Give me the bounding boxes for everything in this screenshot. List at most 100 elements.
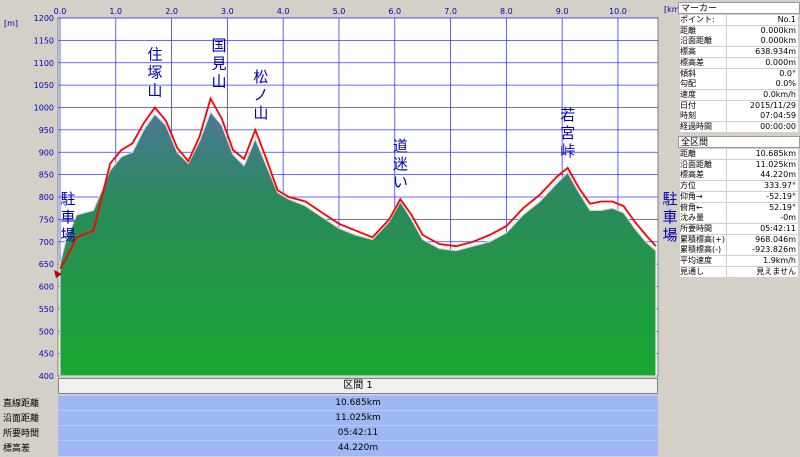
x-tick-label: 4.0 (277, 7, 290, 16)
y-tick-label: 950 (39, 126, 54, 135)
info-key: 累積標高(-) (680, 245, 726, 256)
info-value: 見えません (727, 266, 798, 277)
info-value: 638.934m (727, 47, 798, 58)
info-key: 累積標高(+) (680, 234, 726, 245)
summary-label: 直線距離 (3, 399, 40, 409)
info-key: 標高 (680, 47, 726, 58)
x-tick-label: 10.0 (609, 7, 627, 16)
summary-value: 11.025km (58, 410, 658, 426)
info-row: ポイント: No.1 (678, 15, 800, 25)
y-tick-label: 800 (39, 193, 54, 202)
summary-label: 沿面距離 (3, 414, 40, 424)
y-tick-label: 650 (39, 260, 54, 269)
info-row: 経過時間 00:00:00 (678, 122, 800, 132)
info-value: 0.0° (727, 68, 798, 79)
info-value: 52.19° (727, 202, 798, 213)
info-row: 距離 10.685km (678, 149, 800, 159)
annotation-char: 車 (662, 208, 677, 226)
summary-value: 05:42:11 (58, 425, 658, 441)
peak-annotation: 松ノ山 (253, 68, 268, 122)
peak-annotation: 道迷い (393, 137, 408, 191)
info-row: 所要時間 05:42:11 (678, 223, 800, 234)
y-tick-label: 500 (39, 327, 54, 336)
info-value: No.1 (727, 15, 798, 25)
info-value: -923.826m (727, 245, 798, 256)
info-key: 沈み量 (680, 213, 726, 224)
y-ticks: 400 450 500 550 600 650 700 750 800 850 900 950 1000… (34, 14, 54, 381)
annotation-char: 若 (560, 106, 575, 124)
info-key: 距離 (680, 149, 726, 159)
annotation-char: 松 (253, 68, 268, 86)
x-tick-label: 1.0 (109, 7, 122, 16)
info-key: 距離 (680, 25, 726, 36)
annotation-char: 宮 (560, 124, 575, 142)
info-key: 速度 (680, 89, 726, 100)
info-row: 標高 638.934m (678, 47, 800, 58)
info-value: 44.220m (727, 170, 798, 181)
x-tick-label: 6.0 (388, 7, 401, 16)
annotation-char: 場 (662, 226, 677, 244)
info-key: 標高差 (680, 170, 726, 181)
x-tick-label: 2.0 (165, 7, 178, 16)
info-key: 傾斜 (680, 68, 726, 79)
info-row: 傾斜 0.0° (678, 68, 800, 79)
info-key: 標高差 (680, 57, 726, 68)
marker-panel-title: マーカー (678, 2, 800, 14)
annotation-char: 山 (147, 82, 162, 100)
summary-row: 標高差 44.220m (0, 440, 660, 456)
info-key: 見通し (680, 266, 726, 277)
annotation-char: 塚 (147, 64, 162, 82)
x-tick-label: 8.0 (500, 7, 513, 16)
summary-value: 10.685km (58, 395, 658, 411)
annotation-char: ノ (253, 86, 268, 104)
info-row: 方位 333.97° (678, 181, 800, 192)
x-tick-label: 3.0 (221, 7, 234, 16)
info-key: 沿面距離 (680, 36, 726, 47)
section-bar[interactable]: 区間 1 (58, 378, 658, 394)
section-panel-title: 全区間 (678, 136, 800, 148)
y-tick-label: 750 (39, 215, 54, 224)
annotation-char: 山 (212, 73, 227, 91)
peak-annotation: 若宮峠 (560, 106, 575, 160)
elevation-chart[interactable]: 0.0 1.0 2.0 3.0 4.0 5.0 6.0 7.0 8.0 9.0 10.0 400 45… (0, 0, 678, 395)
annotation-char: 見 (212, 55, 227, 73)
info-key: 所要時間 (680, 223, 726, 234)
info-row: 累積標高(+) 968.046m (678, 234, 800, 245)
section-label: 区間 1 (343, 380, 373, 391)
info-value: 333.97° (727, 181, 798, 192)
peak-annotation: 住塚山 (147, 46, 162, 100)
x-tick-label: 9.0 (556, 7, 569, 16)
info-side-panel: マーカー ポイント: No.1 距離 0.000km 沿面距離 0.000km 標高 638.… (678, 0, 800, 457)
y-tick-label: 550 (39, 305, 54, 314)
info-key: 時刻 (680, 111, 726, 122)
peak-annotation: 駐車場 (60, 190, 75, 244)
summary-row: 沿面距離 11.025km (0, 410, 660, 426)
info-row: 距離 0.000km (678, 25, 800, 36)
y-tick-label: 900 (39, 148, 54, 157)
info-row: 累積標高(-) -923.826m (678, 245, 800, 256)
info-row: 仰角→ -52.19° (678, 191, 800, 202)
annotation-char: 迷 (393, 155, 408, 173)
route-line (59, 96, 657, 270)
annotation-char: 国 (212, 37, 227, 55)
info-key: 平均速度 (680, 256, 726, 266)
info-value: 00:00:00 (727, 122, 798, 132)
start-marker-icon[interactable] (54, 270, 62, 278)
info-key: 仰角→ (680, 191, 726, 202)
summary-label: 標高差 (3, 444, 31, 454)
info-value: 07:04:59 (727, 111, 798, 122)
info-value: 10.685km (727, 149, 798, 159)
info-row: 沈み量 -0m (678, 213, 800, 224)
info-value: 11.025km (727, 159, 798, 170)
annotation-char: 駐 (60, 190, 75, 208)
info-row: 見通し 見えません (678, 266, 800, 277)
summary-label: 所要時間 (3, 429, 40, 439)
info-row: 標高差 0.000m (678, 57, 800, 68)
info-key: ポイント: (680, 15, 726, 25)
info-row: 標高差 44.220m (678, 170, 800, 181)
y-tick-label: 700 (39, 238, 54, 247)
annotation-char: 山 (253, 104, 268, 122)
summary-row: 直線距離 10.685km (0, 395, 660, 411)
annotation-char: 駐 (662, 190, 677, 208)
